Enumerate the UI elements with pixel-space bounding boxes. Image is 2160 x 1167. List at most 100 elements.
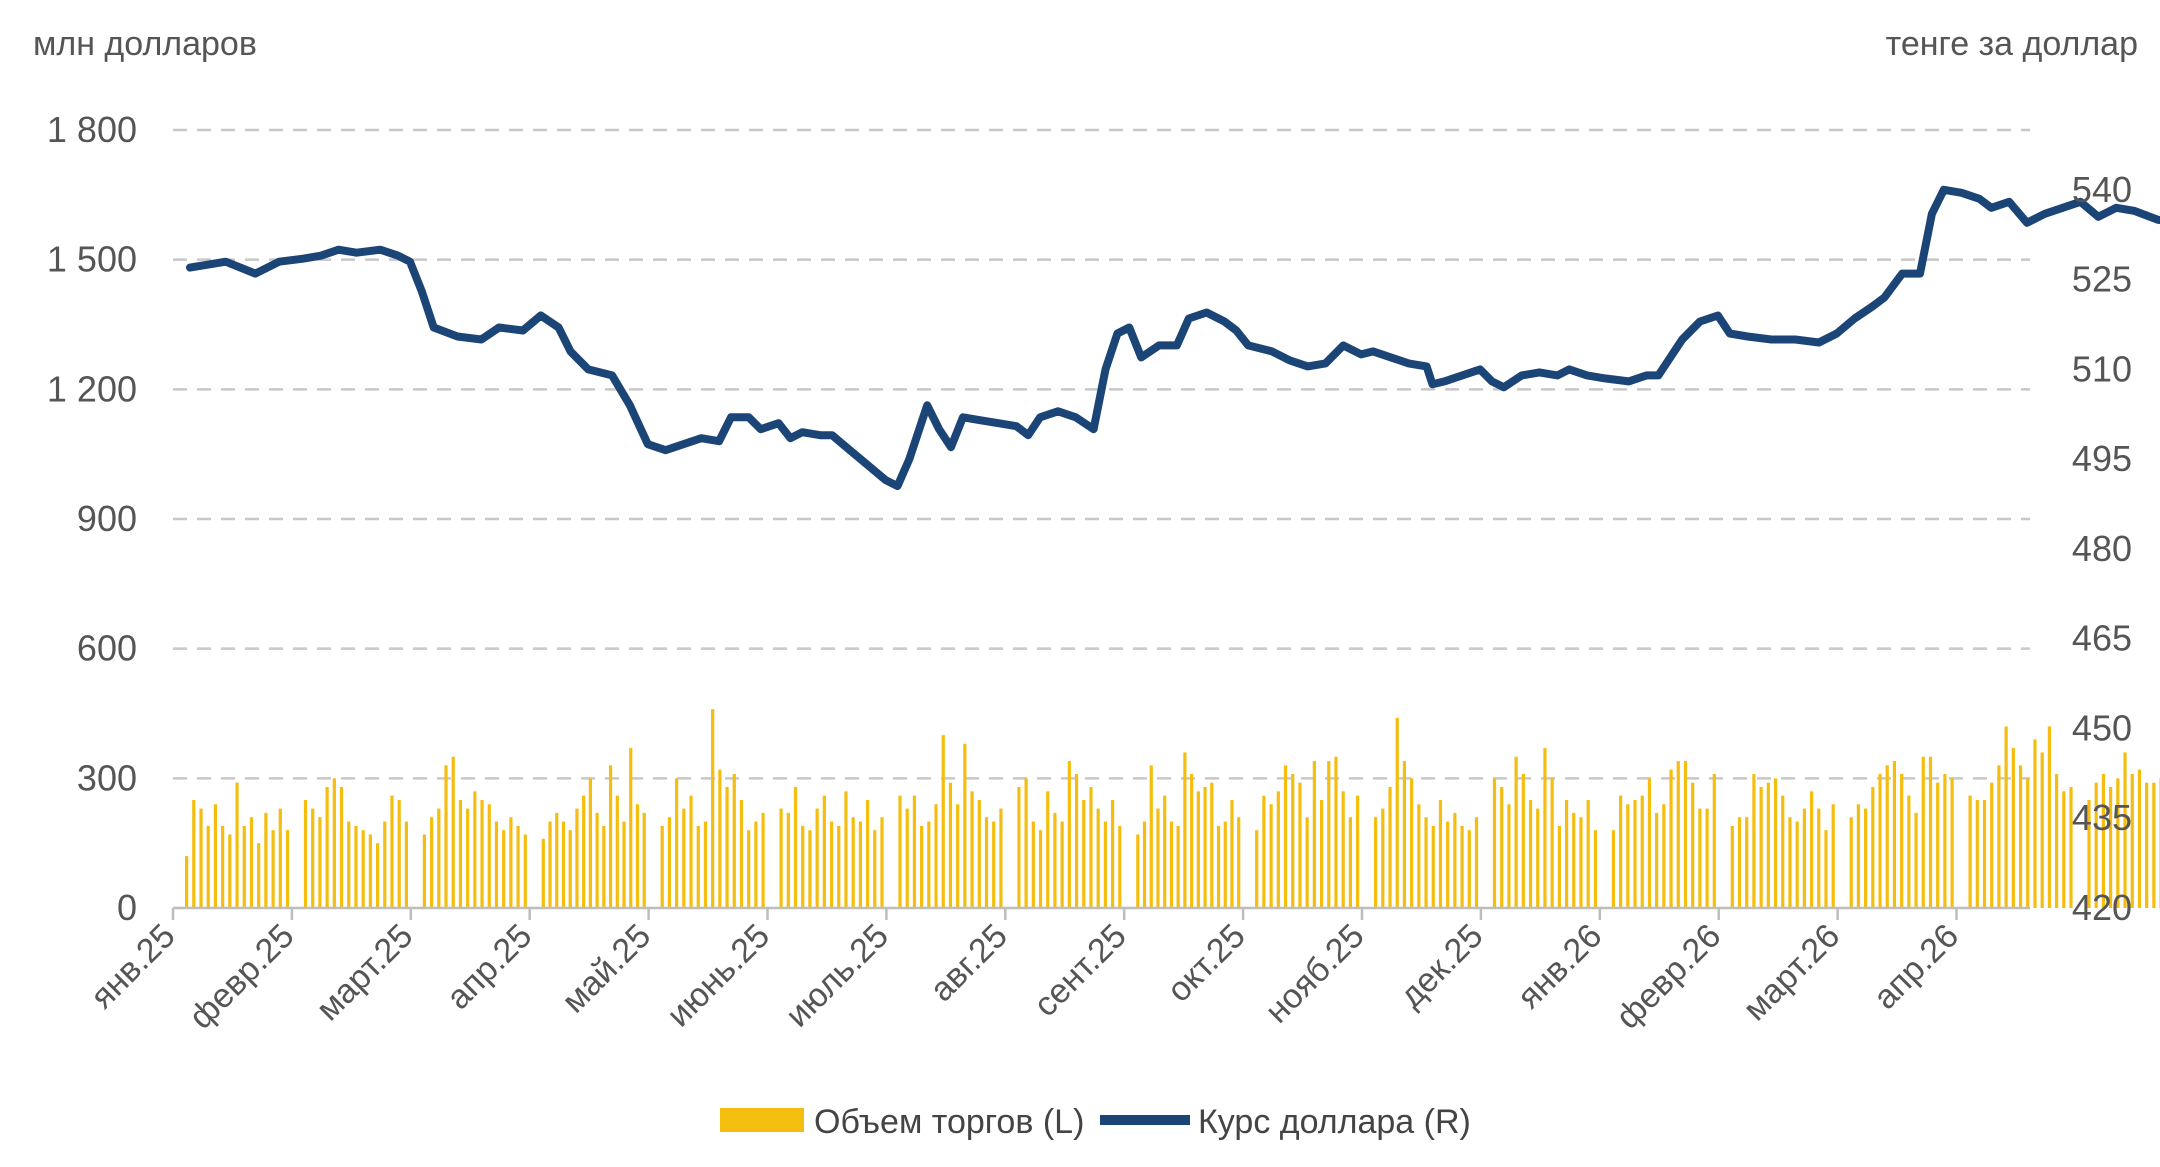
volume-bar xyxy=(361,830,365,908)
volume-bar xyxy=(1196,791,1200,908)
volume-bar xyxy=(221,825,225,908)
volume-bar xyxy=(1312,761,1316,908)
volume-bar xyxy=(347,821,351,908)
right-tick-label: 480 xyxy=(2072,528,2132,569)
volume-bar xyxy=(1773,778,1778,908)
volume-bar xyxy=(1431,825,1435,908)
volume-bar xyxy=(1528,799,1533,908)
volume-bar xyxy=(602,825,606,908)
volume-bar xyxy=(1149,765,1153,908)
volume-bar xyxy=(1341,791,1345,908)
volume-bar xyxy=(2123,752,2127,908)
x-tick-label: февр.25 xyxy=(182,917,302,1037)
volume-bar xyxy=(1067,761,1071,908)
volume-bar xyxy=(696,825,700,908)
volume-bar xyxy=(437,808,441,908)
volume-bar xyxy=(725,786,729,908)
volume-bar xyxy=(992,821,996,908)
volume-bar xyxy=(1453,812,1457,908)
axes xyxy=(171,906,2030,920)
volume-bar xyxy=(1356,795,1360,908)
volume-bar xyxy=(1395,717,1399,908)
volume-bar xyxy=(793,786,798,908)
volume-bar xyxy=(383,821,387,908)
volume-bar xyxy=(192,799,196,908)
volume-bar xyxy=(1737,817,1742,908)
volume-bar xyxy=(1060,821,1064,908)
volume-bar xyxy=(1579,817,1583,908)
volume-bar xyxy=(1334,756,1338,908)
x-tick-label: янв.26 xyxy=(1510,917,1609,1016)
volume-bar xyxy=(844,791,848,908)
volume-bar xyxy=(2004,726,2008,908)
volume-bar xyxy=(458,799,463,908)
volume-bar xyxy=(2109,786,2113,908)
volume-bar xyxy=(718,769,722,908)
volume-bar xyxy=(1183,752,1187,908)
volume-bar xyxy=(473,791,477,908)
volume-bar xyxy=(2101,774,2106,908)
volume-bar xyxy=(1691,782,1695,908)
left-tick-label: 900 xyxy=(77,498,137,539)
volume-bar xyxy=(561,821,566,908)
legend-label-rate: Курс доллара (R) xyxy=(1198,1103,1471,1141)
left-tick-label: 300 xyxy=(77,757,137,798)
x-tick-label: март.26 xyxy=(1736,917,1847,1028)
volume-bar xyxy=(1446,821,1450,908)
volume-bar xyxy=(629,748,633,908)
right-tick-label: 540 xyxy=(2072,169,2132,210)
volume-bar xyxy=(858,821,862,908)
volume-bar xyxy=(2047,726,2051,908)
volume-bar xyxy=(1536,808,1540,908)
volume-bar xyxy=(739,799,744,908)
volume-bar xyxy=(1655,812,1659,908)
volume-bar xyxy=(588,778,592,908)
volume-bar xyxy=(1752,774,1756,908)
volume-bar xyxy=(1156,808,1160,908)
volume-bar xyxy=(1809,791,1814,908)
volume-bar xyxy=(1669,769,1673,908)
volume-bar xyxy=(523,834,527,908)
volume-bar xyxy=(1817,808,1821,908)
volume-bar xyxy=(257,843,261,908)
volume-bar xyxy=(689,795,693,908)
volume-bar xyxy=(754,821,758,908)
volume-bar xyxy=(1262,795,1266,908)
volume-bar xyxy=(1705,808,1709,908)
volume-bar xyxy=(779,808,783,908)
volume-bar xyxy=(1374,817,1378,908)
volume-bar xyxy=(1424,817,1428,908)
left-tick-label: 1 800 xyxy=(47,109,137,150)
volume-bar xyxy=(2087,799,2091,908)
volume-bar xyxy=(732,774,736,908)
volume-bar xyxy=(1348,817,1352,908)
volume-bar xyxy=(984,817,989,908)
legend: Объем торгов (L) Курс доллара (R) xyxy=(720,1103,1471,1141)
volume-bar xyxy=(1802,808,1806,908)
volume-bar xyxy=(1169,821,1174,908)
volume-bar xyxy=(2130,774,2134,908)
volume-bar xyxy=(1190,774,1194,908)
volume-bar xyxy=(1017,786,1021,908)
volume-bar xyxy=(2011,748,2015,908)
volume-bar xyxy=(1521,774,1525,908)
volume-bar xyxy=(311,808,315,908)
volume-bar xyxy=(956,804,960,908)
right-tick-label: 495 xyxy=(2072,438,2132,479)
volume-bar xyxy=(815,808,819,908)
volume-bar xyxy=(801,825,805,908)
volume-bar xyxy=(622,821,626,908)
volume-bar xyxy=(1298,782,1302,908)
volume-bar xyxy=(1096,808,1100,908)
x-tick-label: апр.26 xyxy=(1866,917,1966,1017)
volume-bar xyxy=(1388,786,1392,908)
right-tick-label: 525 xyxy=(2072,259,2132,300)
volume-bar xyxy=(1276,791,1280,908)
volume-bar xyxy=(1849,817,1853,908)
volume-bar xyxy=(711,709,715,908)
volume-bar xyxy=(1878,774,1882,908)
volume-bar xyxy=(1543,748,1547,908)
x-tick-label: авг.25 xyxy=(923,917,1015,1009)
volume-bar xyxy=(808,830,812,908)
